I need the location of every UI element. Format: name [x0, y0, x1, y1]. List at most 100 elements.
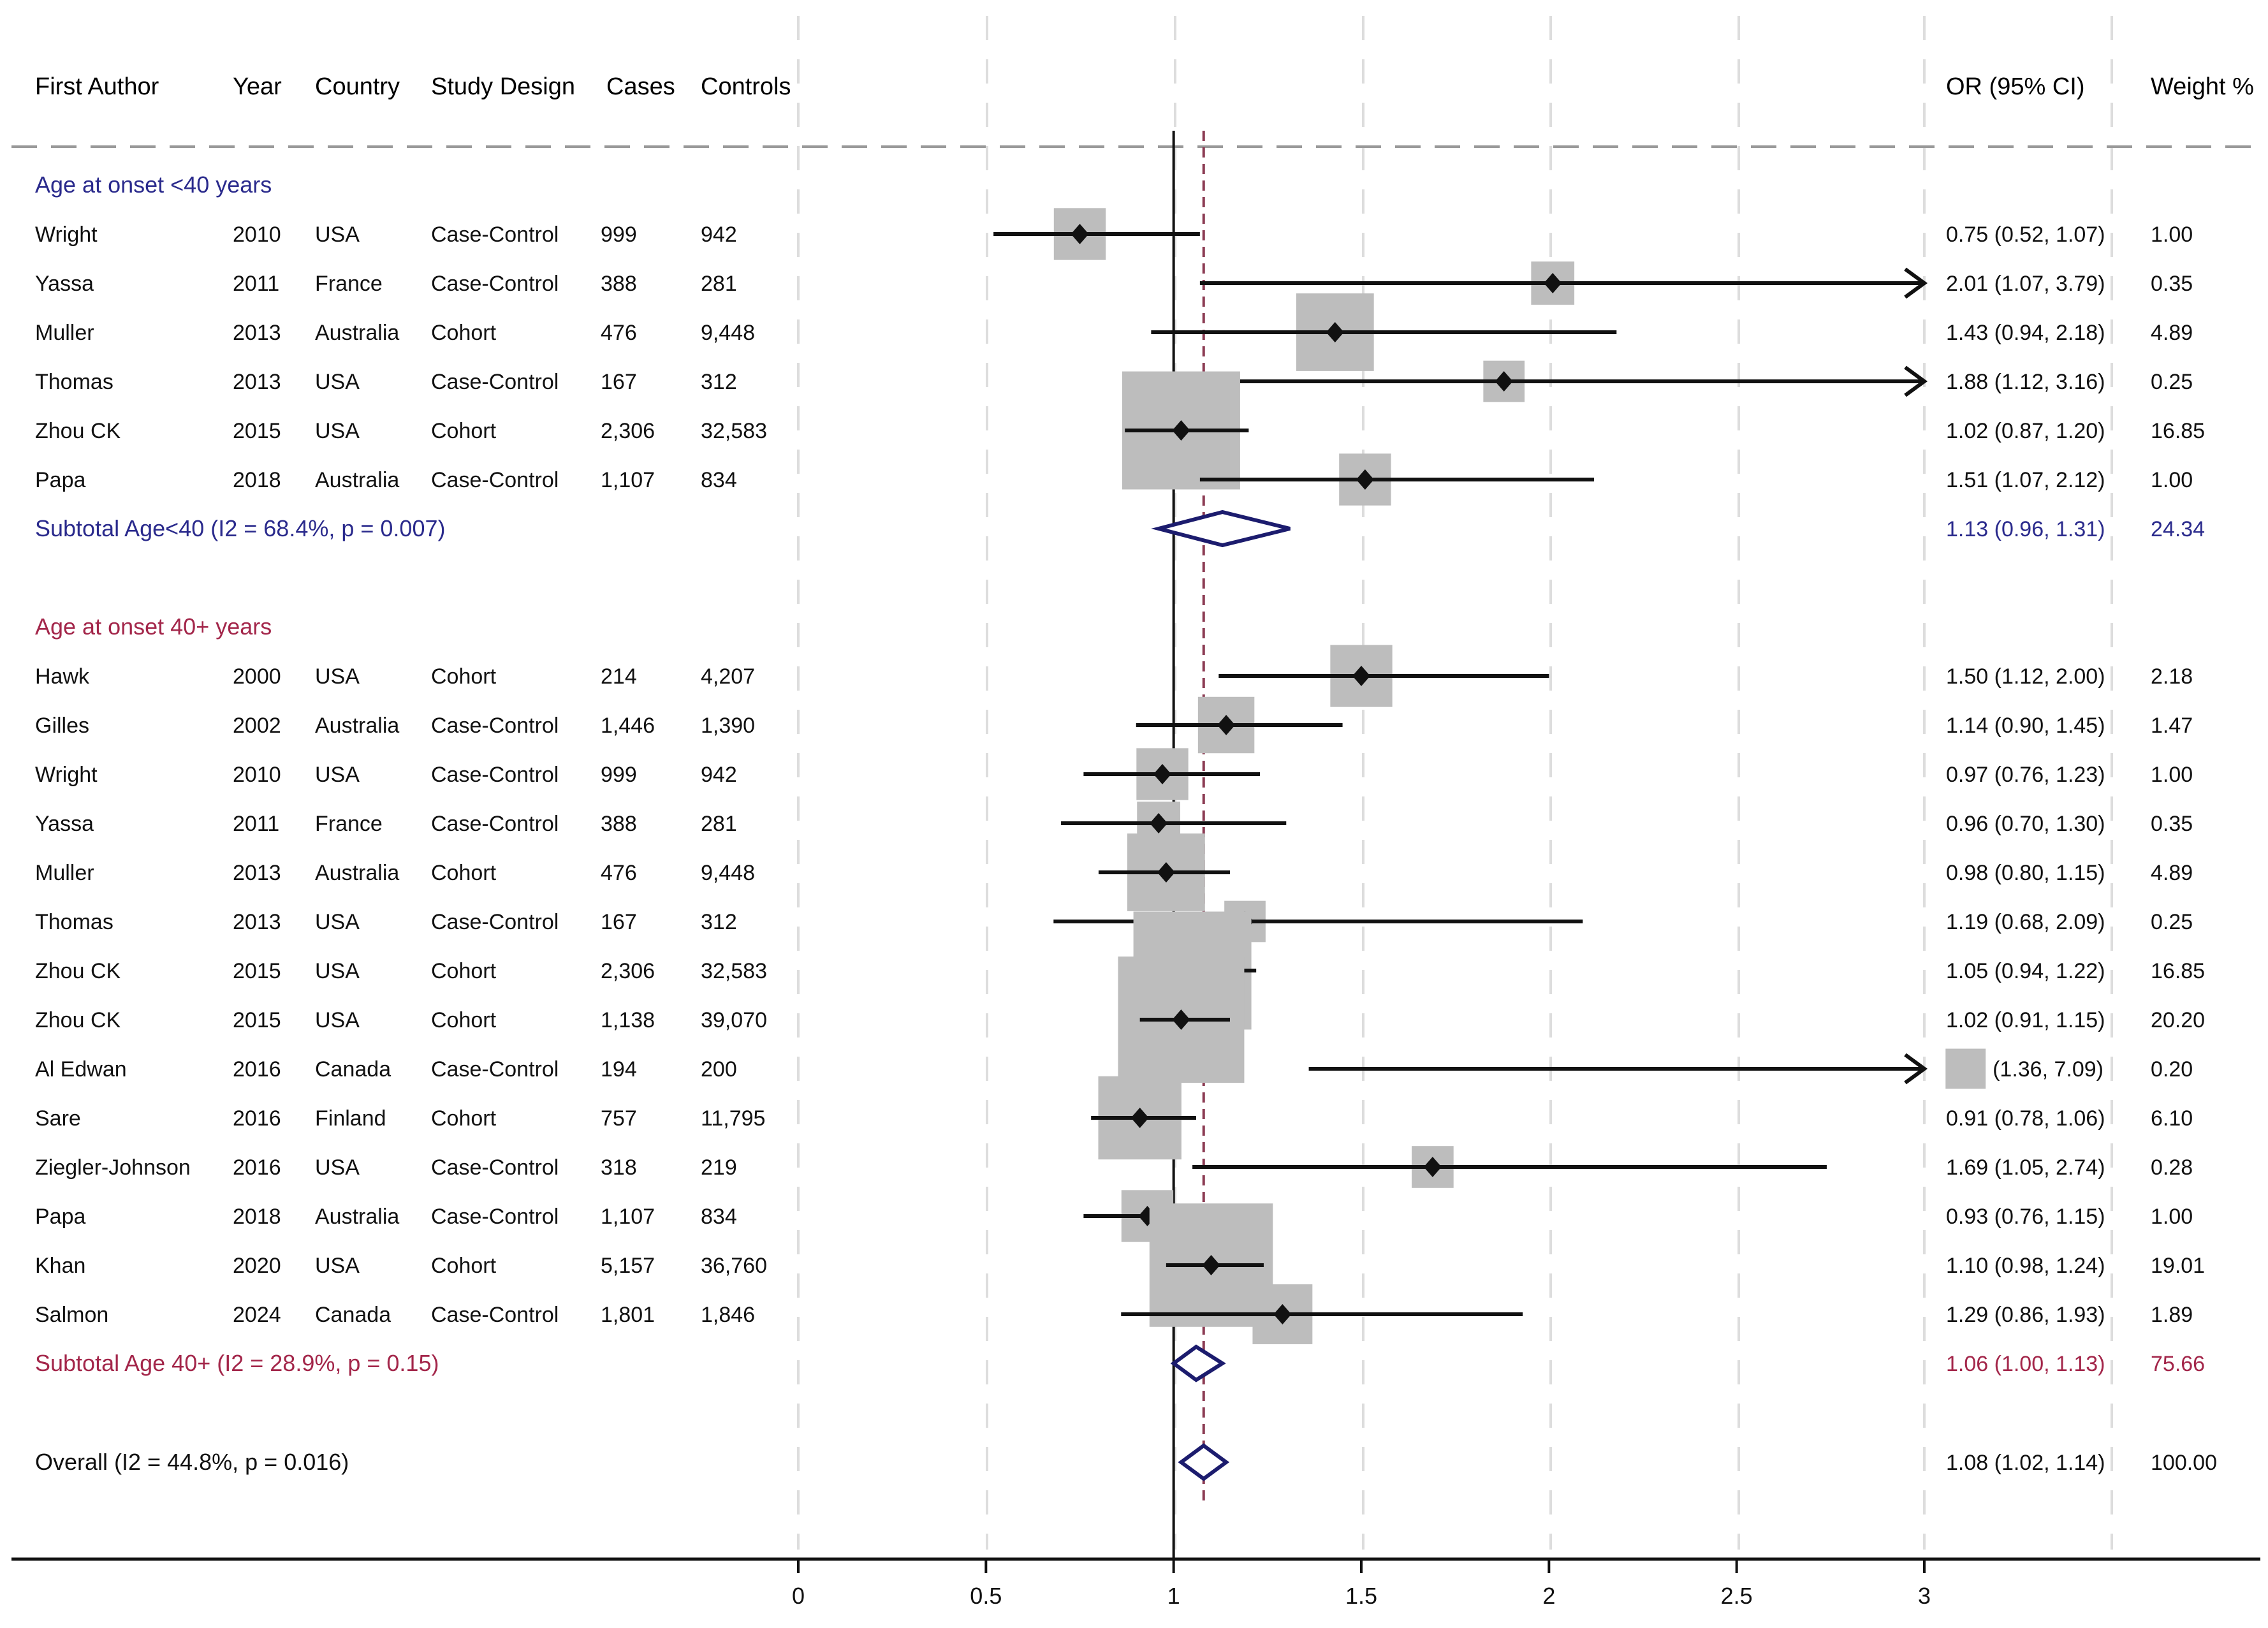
study-year: 2020 [233, 1254, 281, 1278]
study-country: Australia [315, 321, 399, 345]
study-controls: 32,583 [701, 959, 767, 983]
study-country: Canada [315, 1057, 391, 1082]
point-estimate [1217, 715, 1236, 735]
study-weight: 0.35 [2151, 812, 2193, 836]
study-year: 2016 [233, 1106, 281, 1131]
study-year: 2018 [233, 468, 281, 492]
study-cases: 476 [601, 321, 637, 345]
study-or-ci: 1.29 (0.86, 1.93) [1946, 1303, 2105, 1327]
study-year: 2016 [233, 1057, 281, 1082]
study-country: USA [315, 910, 360, 934]
study-controls: 312 [701, 370, 737, 394]
x-tick-label: 0.5 [970, 1583, 1002, 1609]
study-country: USA [315, 1254, 360, 1278]
study-author: Zhou CK [35, 959, 121, 983]
study-weight: 1.00 [2151, 763, 2193, 787]
study-design: Case-Control [431, 1155, 559, 1180]
study-weight: 20.20 [2151, 1008, 2205, 1032]
study-country: USA [315, 1008, 360, 1032]
study-author: Yassa [35, 812, 94, 836]
study-controls: 9,448 [701, 321, 755, 345]
study-design: Case-Control [431, 812, 559, 836]
study-design: Case-Control [431, 370, 559, 394]
study-author: Sare [35, 1106, 81, 1131]
study-design: Cohort [431, 419, 497, 443]
study-author: Muller [35, 321, 94, 345]
study-weight: 4.89 [2151, 861, 2193, 885]
study-design: Case-Control [431, 910, 559, 934]
study-design: Cohort [431, 321, 497, 345]
study-weight: 0.20 [2151, 1057, 2193, 1082]
study-or-ci: 0.93 (0.76, 1.15) [1946, 1205, 2105, 1229]
overall-label: Overall (I2 = 44.8%, p = 0.016) [35, 1449, 349, 1475]
subtotal-label: Subtotal Age<40 (I2 = 68.4%, p = 0.007) [35, 515, 445, 541]
study-design: Cohort [431, 664, 497, 689]
study-controls: 9,448 [701, 861, 755, 885]
study-country: Australia [315, 468, 399, 492]
point-estimate [1202, 1255, 1220, 1275]
study-or-ci: 1.69 (1.05, 2.74) [1946, 1155, 2105, 1180]
study-weight: 1.00 [2151, 223, 2193, 247]
study-author: Ziegler-Johnson [35, 1155, 191, 1180]
study-author: Thomas [35, 910, 113, 934]
table-header: First Author Year Country Study Design C… [35, 73, 2254, 100]
study-weight: 0.28 [2151, 1155, 2193, 1180]
study-or-ci: 2.01 (1.07, 3.79) [1946, 272, 2105, 296]
study-design: Cohort [431, 1106, 497, 1131]
study-author: Yassa [35, 272, 94, 296]
study-design: Case-Control [431, 468, 559, 492]
study-cases: 167 [601, 370, 637, 394]
study-year: 2013 [233, 910, 281, 934]
study-author: Al Edwan [35, 1057, 127, 1082]
study-year: 2016 [233, 1155, 281, 1180]
ci-arrow-head [1904, 1053, 1928, 1085]
study-country: France [315, 272, 383, 296]
study-cases: 388 [601, 812, 637, 836]
study-country: France [315, 812, 383, 836]
header-first-author: First Author [35, 73, 159, 100]
study-design: Case-Control [431, 714, 559, 738]
study-country: Finland [315, 1106, 386, 1131]
study-weight: 1.00 [2151, 1205, 2193, 1229]
study-controls: 36,760 [701, 1254, 767, 1278]
study-cases: 1,107 [601, 1205, 655, 1229]
x-axis: 0 0.5 1 1.5 2 2.5 3 [11, 1557, 2260, 1609]
x-tick-label: 1 [1167, 1583, 1180, 1609]
group-label: Age at onset <40 years [35, 172, 272, 198]
study-or-ci: 0.75 (0.52, 1.07) [1946, 223, 2105, 247]
study-country: USA [315, 959, 360, 983]
study-country: USA [315, 1155, 360, 1180]
study-cases: 476 [601, 861, 637, 885]
study-cases: 388 [601, 272, 637, 296]
x-tick-label: 2.5 [1721, 1583, 1753, 1609]
study-country: Australia [315, 861, 399, 885]
study-weight: 1.47 [2151, 714, 2193, 738]
study-weight: 0.35 [2151, 272, 2193, 296]
x-tick-label: 2 [1542, 1583, 1555, 1609]
point-estimate [1130, 1108, 1149, 1128]
study-or-ci: 0.91 (0.78, 1.06) [1946, 1106, 2105, 1131]
plot-marks [993, 131, 1986, 1559]
header-cases: Cases [606, 73, 675, 100]
study-cases: 1,801 [601, 1303, 655, 1327]
study-controls: 281 [701, 272, 737, 296]
study-or-ci: 1.43 (0.94, 2.18) [1946, 321, 2105, 345]
study-controls: 1,390 [701, 714, 755, 738]
study-author: Zhou CK [35, 419, 121, 443]
study-design: Cohort [431, 861, 497, 885]
study-author: Gilles [35, 714, 89, 738]
study-or-ci: 0.97 (0.76, 1.23) [1946, 763, 2105, 787]
study-or-ci: 1.02 (0.87, 1.20) [1946, 419, 2105, 443]
study-controls: 942 [701, 223, 737, 247]
study-year: 2011 [233, 812, 279, 836]
subtotal-weight: 24.34 [2151, 517, 2205, 541]
study-year: 2015 [233, 419, 281, 443]
study-cases: 1,107 [601, 468, 655, 492]
study-or-ci: 1.10 (0.98, 1.24) [1946, 1254, 2105, 1278]
point-estimate [1273, 1304, 1292, 1324]
study-country: USA [315, 419, 360, 443]
study-cases: 757 [601, 1106, 637, 1131]
study-cases: 167 [601, 910, 637, 934]
study-country: USA [315, 370, 360, 394]
